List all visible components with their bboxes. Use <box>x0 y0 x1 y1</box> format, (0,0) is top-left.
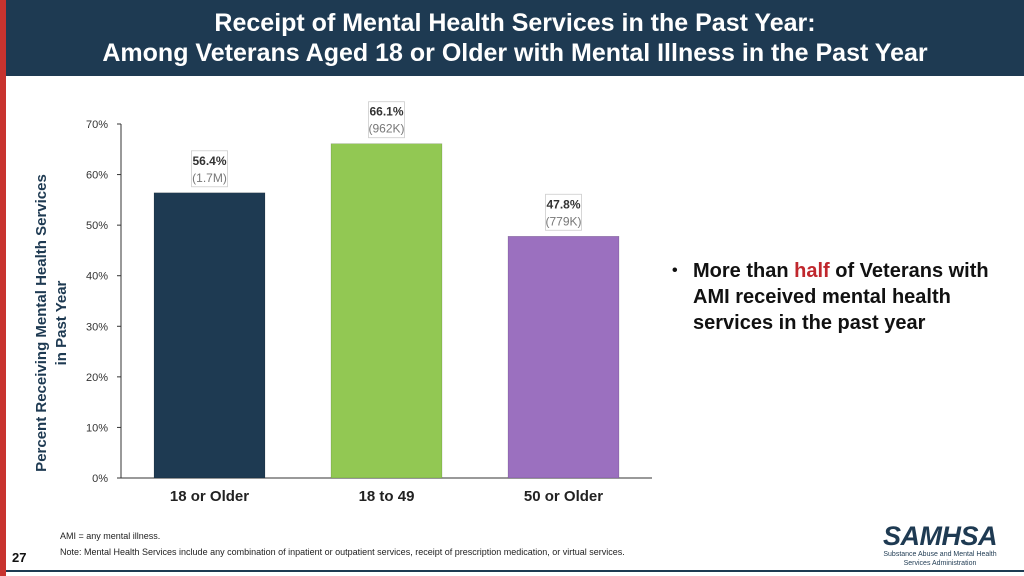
bullet-text-before: More than <box>693 260 795 282</box>
x-category-label: 50 or Older <box>524 488 603 505</box>
y-tick-label: 10% <box>86 422 108 434</box>
y-axis-ticks: 0% 10% 20% 30% 40% 50% 60% 70% <box>86 119 121 485</box>
y-tick-label: 60% <box>86 170 108 182</box>
data-label-percent: 47.8% <box>546 197 580 211</box>
x-category-label: 18 or Older <box>170 488 249 505</box>
y-tick-label: 50% <box>86 220 108 232</box>
y-axis-title-line1: Percent Receiving Mental Health Services <box>33 174 50 472</box>
y-tick-label: 20% <box>86 372 108 384</box>
slide-title-line2: Among Veterans Aged 18 or Older with Men… <box>102 39 928 67</box>
y-tick-label: 30% <box>86 321 108 333</box>
y-axis-title-line2: in Past Year <box>53 280 70 365</box>
logo-wordmark: SAMHSA <box>882 521 998 551</box>
logo-subtitle-line1: Substance Abuse and Mental Health <box>883 551 997 558</box>
left-accent-bar <box>0 0 6 576</box>
data-label-count: (1.7M) <box>192 171 227 185</box>
bullet-dot-icon: • <box>672 262 678 279</box>
data-label-box <box>545 193 582 231</box>
data-label-box <box>191 150 228 188</box>
bar-50-or-older <box>507 236 620 479</box>
y-tick-label: 0% <box>92 473 108 485</box>
bullet-highlight: half <box>794 260 830 282</box>
data-label-percent: 56.4% <box>192 154 226 168</box>
bullet-text-after: of Veterans with AMI received mental hea… <box>693 260 989 334</box>
slide-title-line1: Receipt of Mental Health Services in the… <box>214 9 816 37</box>
services-note: Note: Mental Health Services include any… <box>60 547 625 557</box>
x-category-label: 18 to 49 <box>359 488 415 505</box>
bar-18-to-49 <box>330 143 443 479</box>
data-label-count: (962K) <box>368 122 404 136</box>
logo-subtitle-line2: Services Administration <box>903 560 977 567</box>
bottom-rule <box>6 570 1024 572</box>
bars <box>153 143 620 479</box>
data-label-count: (779K) <box>545 214 581 228</box>
ami-definition: AMI = any mental illness. <box>60 531 161 541</box>
key-finding-text: More than half of Veterans with AMI rece… <box>693 258 1013 336</box>
samhsa-logo: SAMHSA Substance Abuse and Mental Health… <box>880 522 1000 568</box>
slide-header: Receipt of Mental Health Services in the… <box>6 0 1024 76</box>
x-axis-categories: 18 or Older 18 to 49 50 or Older <box>170 488 603 505</box>
y-axis-title: Percent Receiving Mental Health Services… <box>33 174 70 472</box>
data-labels: 56.4% (1.7M) 66.1% (962K) 47.8% (779K) <box>191 101 582 231</box>
page-number: 27 <box>12 550 27 565</box>
data-label-box <box>368 101 405 139</box>
y-tick-label: 70% <box>86 119 108 131</box>
data-label-percent: 66.1% <box>369 105 403 119</box>
footnotes: AMI = any mental illness. Note: Mental H… <box>60 528 625 560</box>
y-tick-label: 40% <box>86 271 108 283</box>
bar-18-or-older <box>153 192 266 479</box>
